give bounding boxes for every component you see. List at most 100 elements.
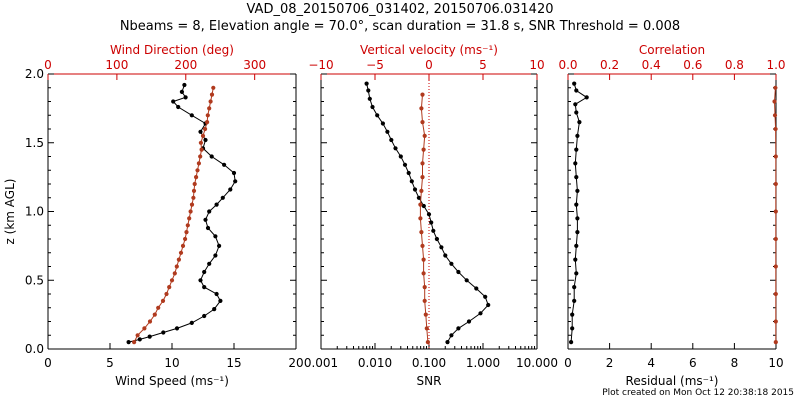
top-tick-label: 100 (105, 58, 128, 72)
data-point (202, 285, 207, 290)
data-point (222, 162, 227, 167)
data-point (449, 261, 454, 266)
data-point (398, 154, 403, 159)
data-point (380, 121, 385, 126)
x-tick-label: 20 (288, 356, 303, 370)
data-point (213, 253, 218, 258)
data-point (198, 140, 203, 145)
top-tick-label: 0.2 (600, 58, 619, 72)
data-point (773, 126, 778, 132)
data-point (167, 285, 172, 290)
data-point (212, 307, 217, 312)
x-tick-label: 0.010 (358, 356, 392, 370)
data-point (572, 81, 577, 86)
data-point (207, 106, 212, 111)
x-tick-label: 0 (564, 356, 572, 370)
data-point (420, 175, 425, 180)
data-point (445, 340, 450, 345)
top-tick-label: 300 (243, 58, 266, 72)
x-axis-label: SNR (417, 374, 442, 388)
top-tick-label: 1.0 (766, 58, 785, 72)
x-tick-label: 8 (731, 356, 739, 370)
data-point (409, 179, 414, 184)
data-point (132, 340, 137, 345)
data-point (772, 113, 778, 118)
data-point (152, 312, 157, 317)
x-tick-label: 6 (689, 356, 697, 370)
data-point (773, 209, 778, 214)
data-point (160, 298, 166, 303)
data-point (443, 253, 448, 258)
x-tick-label: 5 (106, 356, 114, 370)
data-point (572, 285, 577, 290)
data-point (402, 162, 408, 167)
data-point (203, 126, 208, 132)
data-point (191, 195, 196, 200)
data-point (207, 261, 212, 266)
top-tick-label: 0.8 (725, 58, 744, 72)
data-point (137, 337, 142, 342)
data-point (574, 271, 579, 276)
data-point (569, 340, 574, 345)
data-point (575, 133, 580, 138)
data-point (773, 264, 778, 269)
data-point (422, 298, 427, 303)
data-point (169, 278, 175, 283)
top-tick-label: −5 (366, 58, 384, 72)
data-point (773, 319, 778, 324)
top-axis-label: Correlation (639, 43, 705, 57)
data-point (572, 298, 577, 303)
data-point (196, 161, 201, 166)
data-point (575, 216, 580, 221)
data-point (164, 291, 169, 297)
x-tick-label: 1.000 (466, 356, 500, 370)
data-point (176, 104, 181, 110)
data-point (423, 312, 428, 317)
top-tick-label: 0 (425, 58, 433, 72)
top-tick-label: −10 (308, 58, 333, 72)
data-point (194, 175, 199, 180)
data-point (418, 216, 423, 221)
data-point (464, 278, 469, 283)
data-point (188, 209, 193, 214)
data-point (228, 187, 233, 192)
data-point (421, 203, 426, 209)
data-point (456, 326, 461, 331)
data-point (185, 223, 190, 228)
data-point (147, 319, 153, 324)
data-point (171, 99, 176, 104)
data-point (773, 154, 778, 159)
data-point (135, 333, 140, 338)
data-point (474, 286, 479, 291)
x-axis-label: Residual (ms⁻¹) (626, 374, 719, 388)
data-point (429, 220, 434, 225)
data-point (773, 340, 778, 345)
data-point (180, 243, 186, 248)
data-point (211, 85, 216, 90)
data-point (202, 269, 207, 275)
data-point (220, 195, 225, 200)
x-tick-label: 4 (647, 356, 655, 370)
data-point (209, 154, 214, 159)
data-point (773, 85, 778, 90)
data-point (367, 96, 372, 101)
data-point (213, 234, 218, 239)
data-point (195, 168, 200, 173)
footer-timestamp: Plot created on Mon Oct 12 20:38:18 2015 (602, 388, 794, 398)
data-point (575, 188, 580, 193)
y-axis-label: z (km AGL) (3, 179, 17, 245)
data-point (126, 340, 131, 345)
x-tick-label: 0.100 (412, 356, 446, 370)
plot-subtitle: Nbeams = 8, Elevation angle = 70.0°, sca… (119, 19, 681, 34)
y-tick-label: 1.0 (25, 205, 44, 219)
top-axis-label: Vertical velocity (ms⁻¹) (360, 43, 498, 57)
x-tick-label: 0 (44, 356, 52, 370)
data-point (577, 120, 582, 125)
data-point (574, 88, 579, 93)
series-line (133, 87, 214, 343)
data-point (205, 120, 210, 125)
data-point (420, 243, 425, 248)
data-point (209, 92, 215, 97)
data-point (214, 202, 219, 207)
